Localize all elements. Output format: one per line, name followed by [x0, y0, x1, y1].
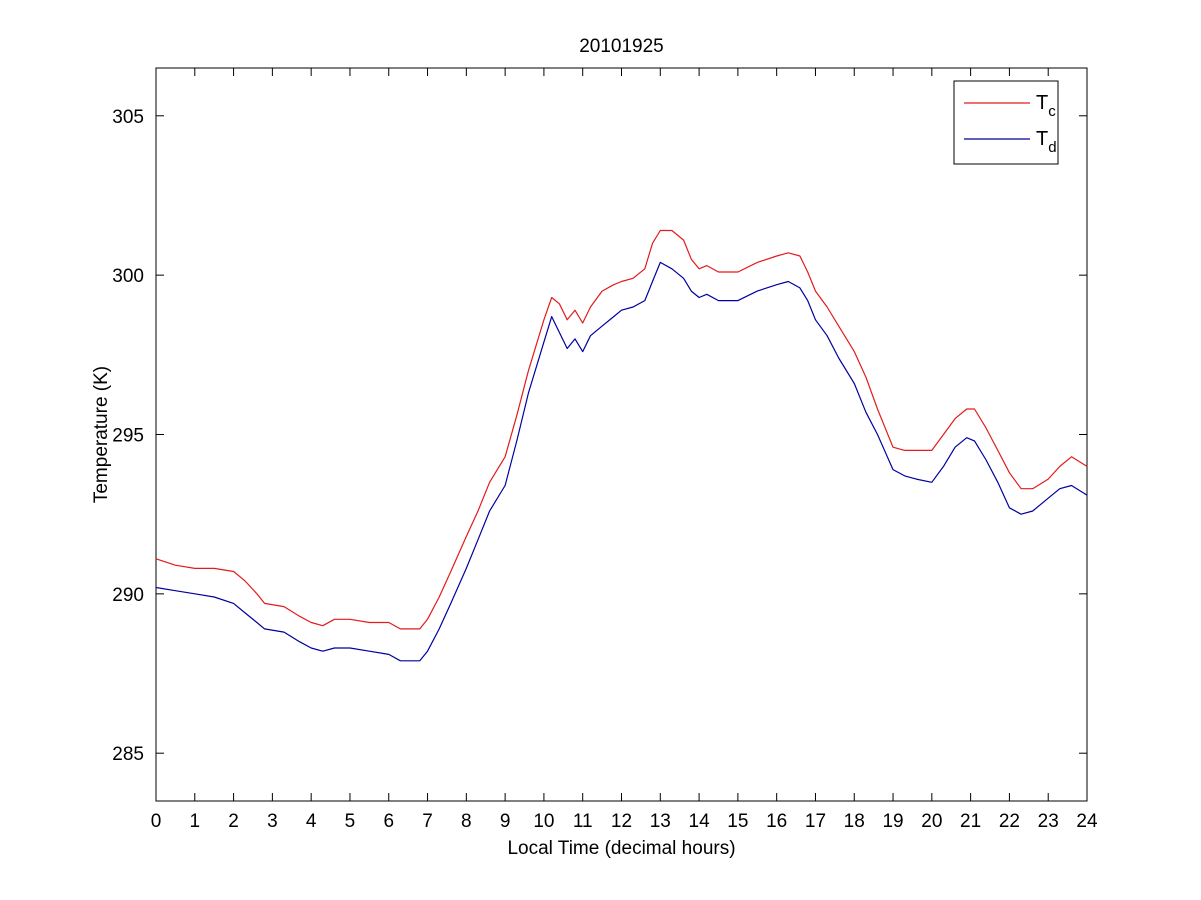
y-axis-label: Temperature (K): [91, 366, 112, 503]
legend-box: [953, 80, 1059, 165]
x-axis-label: Local Time (decimal hours): [507, 838, 735, 859]
y-tick-label: 295: [112, 426, 144, 447]
legend-label-tc: Tc: [1036, 92, 1056, 120]
x-tick-label: 23: [1038, 811, 1059, 832]
x-tick-label: 22: [999, 811, 1020, 832]
x-tick-label: 1: [190, 811, 201, 832]
y-tick-label: 285: [112, 744, 144, 765]
x-tick-label: 11: [573, 811, 593, 832]
x-tick-label: 19: [882, 811, 903, 832]
x-tick-label: 21: [960, 811, 981, 832]
x-tick-label: 8: [461, 811, 472, 832]
x-tick-label: 12: [611, 811, 632, 832]
x-tick-label: 4: [306, 811, 317, 832]
legend: Tc Td: [953, 80, 1059, 165]
series-line-td: [155, 261, 1088, 662]
x-tick-label: 7: [422, 811, 433, 832]
x-tick-label: 6: [383, 811, 394, 832]
series-line-tc: [155, 229, 1088, 630]
x-tick-label: 17: [805, 811, 826, 832]
x-tick-label: 14: [689, 811, 711, 832]
y-tick-label: 290: [112, 585, 144, 606]
x-tick-label: 24: [1076, 811, 1098, 832]
x-tick-label: 15: [727, 811, 748, 832]
x-tick-label: 10: [533, 811, 554, 832]
chart-title: 20101925: [579, 36, 664, 57]
x-tick-label: 20: [921, 811, 942, 832]
y-tick-label: 300: [112, 266, 144, 287]
x-tick-label: 3: [267, 811, 278, 832]
y-axis-ticks: 285 290 295 300 305: [112, 107, 1087, 765]
legend-label-td: Td: [1036, 128, 1057, 156]
y-tick-label: 305: [112, 107, 144, 128]
x-tick-label: 18: [844, 811, 865, 832]
x-tick-label: 16: [766, 811, 787, 832]
x-tick-label: 0: [151, 811, 162, 832]
x-tick-label: 5: [345, 811, 356, 832]
x-axis-ticks: 0 1 2 3 4 5 6 7 8 9 10 11 12 13 14 15 16 17 18 19 20 21 22 23 24: [151, 68, 1098, 832]
x-tick-label: 13: [650, 811, 671, 832]
x-tick-label: 2: [228, 811, 239, 832]
series-layer: [155, 229, 1088, 662]
x-tick-label: 9: [500, 811, 511, 832]
